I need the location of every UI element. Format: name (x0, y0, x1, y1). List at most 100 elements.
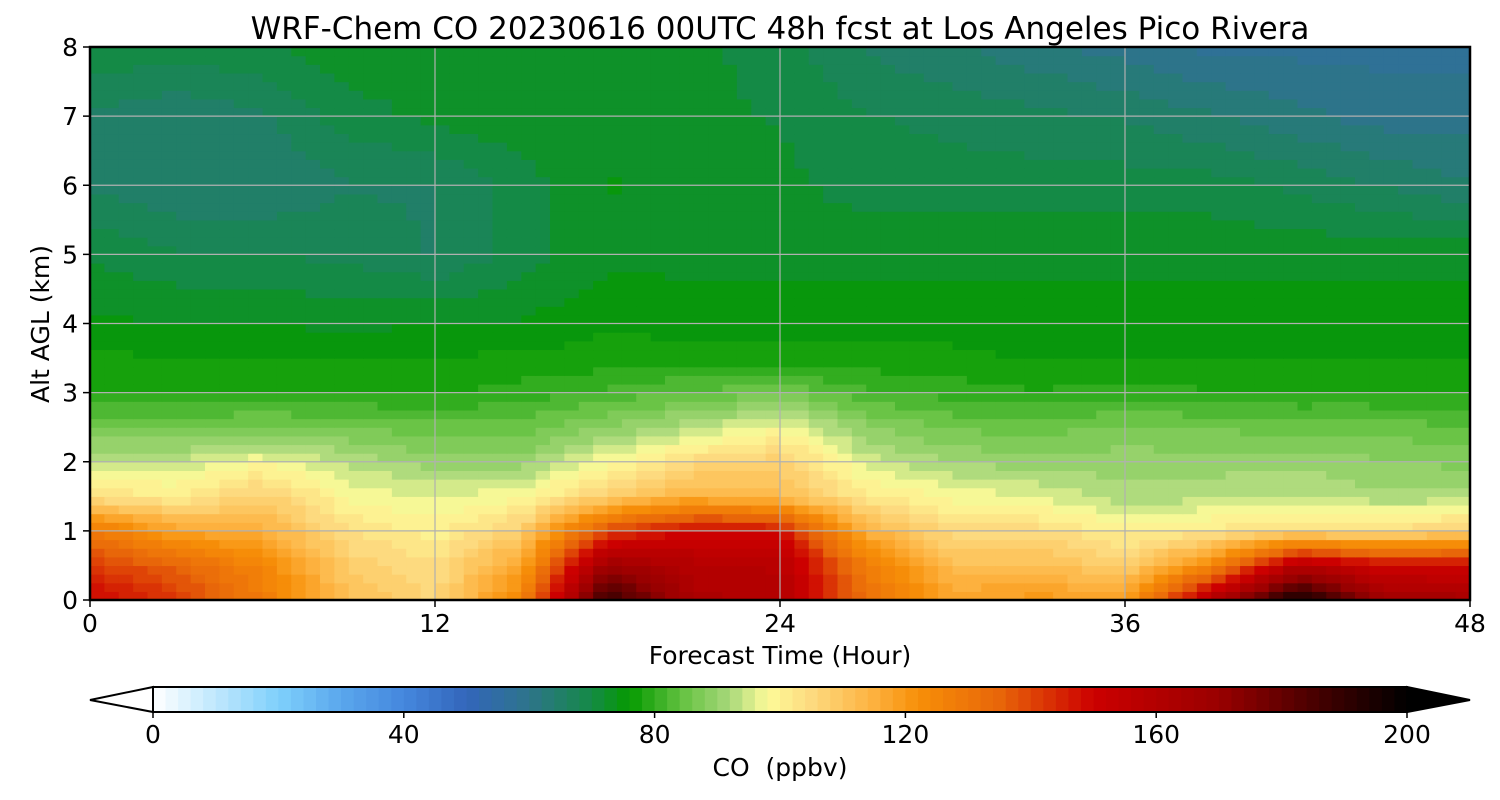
heatmap-cell (564, 582, 580, 592)
heatmap-cell (1268, 193, 1284, 204)
heatmap-cell (1153, 366, 1169, 376)
heatmap-cell (334, 375, 350, 385)
heatmap-cell (1240, 288, 1255, 299)
heatmap-cell (492, 487, 508, 497)
heatmap-cell (621, 332, 637, 342)
heatmap-cell (104, 383, 120, 394)
heatmap-cell (837, 401, 853, 411)
heatmap-cell (147, 530, 163, 541)
heatmap-cell (219, 332, 235, 342)
heatmap-cell (1283, 219, 1299, 230)
heatmap-cell (463, 219, 479, 230)
heatmap-cell (621, 314, 637, 325)
heatmap-cell (1139, 496, 1155, 506)
heatmap-cell (1168, 202, 1184, 212)
heatmap-cell (449, 496, 465, 506)
heatmap-cell (90, 582, 105, 592)
heatmap-cell (161, 237, 177, 247)
heatmap-cell (679, 202, 695, 212)
heatmap-cell (593, 254, 609, 264)
heatmap-cell (837, 358, 853, 368)
heatmap-cell (736, 383, 752, 394)
heatmap-cell (1455, 306, 1471, 316)
heatmap-cell (866, 211, 882, 221)
heatmap-cell (880, 453, 896, 463)
heatmap-cell (938, 271, 954, 281)
heatmap-cell (765, 375, 781, 385)
heatmap-cell (895, 340, 910, 351)
heatmap-cell (133, 470, 149, 480)
heatmap-cell (578, 349, 594, 359)
heatmap-cell (1024, 461, 1040, 471)
heatmap-cell (693, 245, 709, 255)
heatmap-cell (866, 591, 882, 601)
heatmap-cell (794, 366, 810, 376)
heatmap-cell (866, 375, 882, 385)
heatmap-cell (923, 211, 939, 221)
heatmap-cell (1225, 323, 1241, 333)
heatmap-cell (1268, 522, 1284, 532)
heatmap-cell (1038, 254, 1054, 264)
heatmap-cell (492, 314, 508, 325)
heatmap-cell (363, 245, 379, 255)
heatmap-cell (205, 392, 220, 402)
heatmap-cell (391, 237, 407, 247)
heatmap-cell (593, 332, 609, 342)
heatmap-cell (161, 193, 177, 204)
heatmap-cell (1067, 219, 1083, 230)
heatmap-cell (837, 496, 853, 506)
heatmap-cell (406, 591, 422, 601)
heatmap-cell (1010, 150, 1025, 160)
heatmap-cell (506, 461, 522, 471)
heatmap-cell (147, 202, 163, 212)
heatmap-cell (190, 263, 206, 273)
heatmap-cell (492, 522, 508, 532)
heatmap-cell (966, 461, 982, 471)
heatmap-cell (391, 167, 407, 178)
heatmap-cell (1254, 332, 1270, 342)
heatmap-cell (492, 254, 508, 264)
heatmap-cell (708, 383, 724, 394)
heatmap-cell (492, 418, 508, 428)
heatmap-cell (621, 323, 637, 333)
heatmap-cell (1455, 461, 1471, 471)
heatmap-cell (1268, 401, 1284, 411)
heatmap-cell (1081, 150, 1097, 160)
heatmap-cell (1398, 202, 1414, 212)
heatmap-cell (1182, 479, 1198, 489)
heatmap-cell (1240, 427, 1255, 437)
heatmap-cell (521, 444, 537, 454)
heatmap-cell (952, 574, 968, 584)
heatmap-cell (463, 271, 479, 281)
heatmap-cell (780, 539, 795, 549)
heatmap-cell (1067, 193, 1083, 204)
heatmap-cell (1340, 150, 1356, 160)
heatmap-cell (564, 314, 580, 325)
heatmap-cell (104, 513, 120, 523)
heatmap-cell (650, 193, 666, 204)
heatmap-cell (607, 314, 623, 325)
heatmap-cell (1383, 556, 1399, 567)
heatmap-cell (205, 591, 220, 601)
heatmap-cell (291, 288, 307, 299)
heatmap-cell (1283, 487, 1299, 497)
heatmap-cell (722, 306, 738, 316)
heatmap-cell (722, 548, 738, 558)
heatmap-cell (1326, 435, 1342, 446)
heatmap-cell (305, 193, 321, 204)
heatmap-cell (1110, 297, 1126, 307)
heatmap-cell (1398, 211, 1414, 221)
heatmap-cell (578, 211, 594, 221)
heatmap-cell (449, 349, 465, 359)
heatmap-cell (1024, 479, 1040, 489)
heatmap-cell (607, 349, 623, 359)
heatmap-cell (1125, 556, 1140, 567)
heatmap-cell (1326, 349, 1342, 359)
heatmap-cell (478, 444, 494, 454)
heatmap-cell (1455, 530, 1471, 541)
heatmap-cell (233, 323, 249, 333)
heatmap-cell (535, 487, 551, 497)
heatmap-cell (837, 314, 853, 325)
heatmap-cell (348, 409, 364, 420)
heatmap-cell (190, 237, 206, 247)
